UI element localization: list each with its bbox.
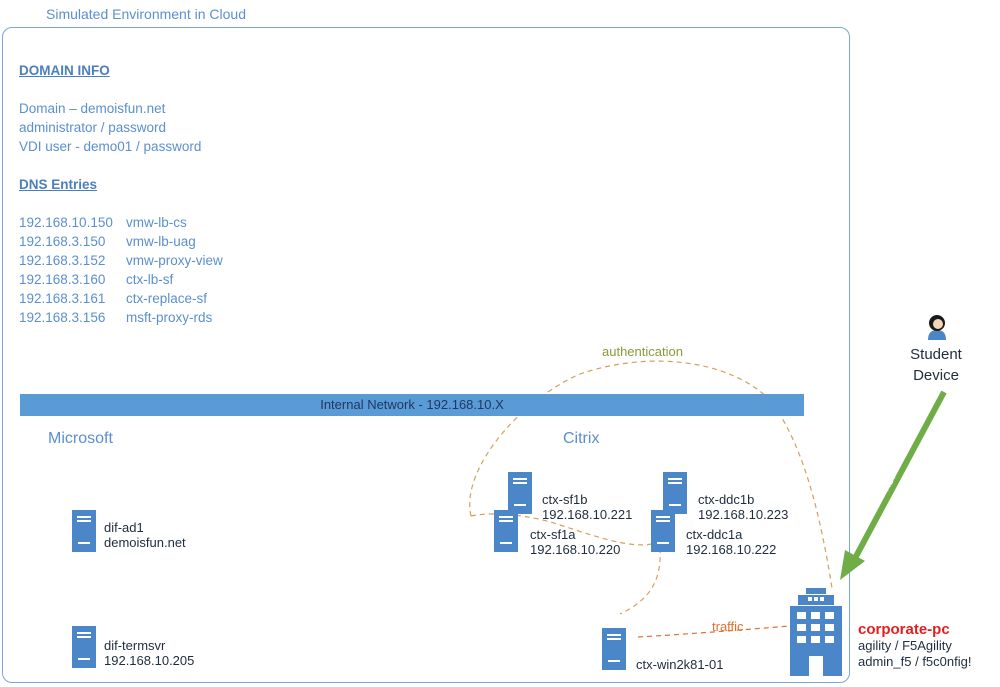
admin-credentials: administrator / password bbox=[19, 120, 167, 135]
server-icon bbox=[508, 472, 532, 514]
office-building-icon bbox=[790, 588, 842, 676]
authentication-label: authentication bbox=[602, 344, 683, 359]
student-device-label: Student Device bbox=[910, 346, 962, 384]
authentication-path bbox=[469, 360, 833, 589]
traffic-path bbox=[637, 625, 791, 638]
dns-ip: 192.168.3.161 bbox=[19, 291, 106, 306]
corporate-pc-name: corporate-pc bbox=[858, 621, 950, 638]
dns-entry: 192.168.3.150 vmw-lb-uag bbox=[19, 232, 223, 251]
dns-entry: 192.168.3.161 ctx-replace-sf bbox=[19, 289, 223, 308]
server-label-dif-termsvr: dif-termsvr 192.168.10.205 bbox=[104, 638, 195, 668]
dns-name: msft-proxy-rds bbox=[126, 310, 213, 325]
traffic-label: traffic bbox=[712, 619, 744, 634]
internal-network-bar: Internal Network - 192.168.10.X bbox=[20, 394, 804, 416]
dns-ip: 192.168.10.150 bbox=[19, 215, 113, 230]
corporate-pc-credentials-2: admin_f5 / f5c0nfig! bbox=[858, 654, 972, 669]
dns-ip: 192.168.3.160 bbox=[19, 272, 106, 287]
dns-ip: 192.168.3.152 bbox=[19, 253, 106, 268]
microsoft-section-label: Microsoft bbox=[48, 430, 113, 447]
server-icon bbox=[651, 510, 675, 552]
rdp-arrow-head bbox=[840, 550, 865, 580]
server-label-ctx-sf1a: ctx-sf1a 192.168.10.220 bbox=[530, 527, 621, 557]
dns-name: vmw-lb-cs bbox=[126, 215, 187, 230]
user-icon bbox=[928, 315, 946, 340]
dns-heading: DNS Entries bbox=[19, 177, 98, 192]
server-icon bbox=[602, 628, 626, 670]
domain-line: Domain – demoisfun.net bbox=[19, 101, 166, 116]
server-icon bbox=[72, 626, 96, 668]
ddc-to-win-path bbox=[619, 547, 661, 615]
environment-title: Simulated Environment in Cloud bbox=[46, 6, 246, 22]
server-label-ctx-win2k81-01: ctx-win2k81-01 bbox=[636, 657, 724, 672]
citrix-section-label: Citrix bbox=[563, 430, 600, 447]
domain-info-block: DOMAIN INFO Domain – demoisfun.net admin… bbox=[19, 61, 223, 327]
dns-ip: 192.168.3.150 bbox=[19, 234, 106, 249]
dns-entry: 192.168.10.150 vmw-lb-cs bbox=[19, 213, 223, 232]
rdp-arrow-shaft bbox=[850, 390, 947, 564]
vdi-user-credentials: VDI user - demo01 / password bbox=[19, 139, 202, 154]
server-label-ctx-sf1b: ctx-sf1b 192.168.10.221 bbox=[542, 492, 633, 522]
dns-entry: 192.168.3.160 ctx-lb-sf bbox=[19, 270, 223, 289]
server-label-ctx-ddc1a: ctx-ddc1a 192.168.10.222 bbox=[686, 527, 777, 557]
server-icon bbox=[663, 472, 687, 514]
dns-name: vmw-lb-uag bbox=[126, 234, 196, 249]
dns-name: ctx-lb-sf bbox=[126, 272, 174, 287]
corporate-pc-info: corporate-pc agility / F5Agility admin_f… bbox=[858, 621, 971, 670]
server-label-dif-ad1: dif-ad1 demoisfun.net bbox=[104, 520, 186, 550]
dns-entry: 192.168.3.156 msft-proxy-rds bbox=[19, 308, 223, 327]
dns-name: vmw-proxy-view bbox=[126, 253, 223, 268]
environment-boundary bbox=[2, 27, 850, 683]
server-icon bbox=[494, 510, 518, 552]
corporate-pc-credentials-1: agility / F5Agility bbox=[858, 638, 952, 653]
dns-ip: 192.168.3.156 bbox=[19, 310, 106, 325]
dns-entry: 192.168.3.152 vmw-proxy-view bbox=[19, 251, 223, 270]
dns-name: ctx-replace-sf bbox=[126, 291, 208, 306]
server-label-ctx-ddc1b: ctx-ddc1b 192.168.10.223 bbox=[698, 492, 789, 522]
domain-info-heading: DOMAIN INFO bbox=[19, 63, 110, 78]
server-icon bbox=[72, 510, 96, 552]
